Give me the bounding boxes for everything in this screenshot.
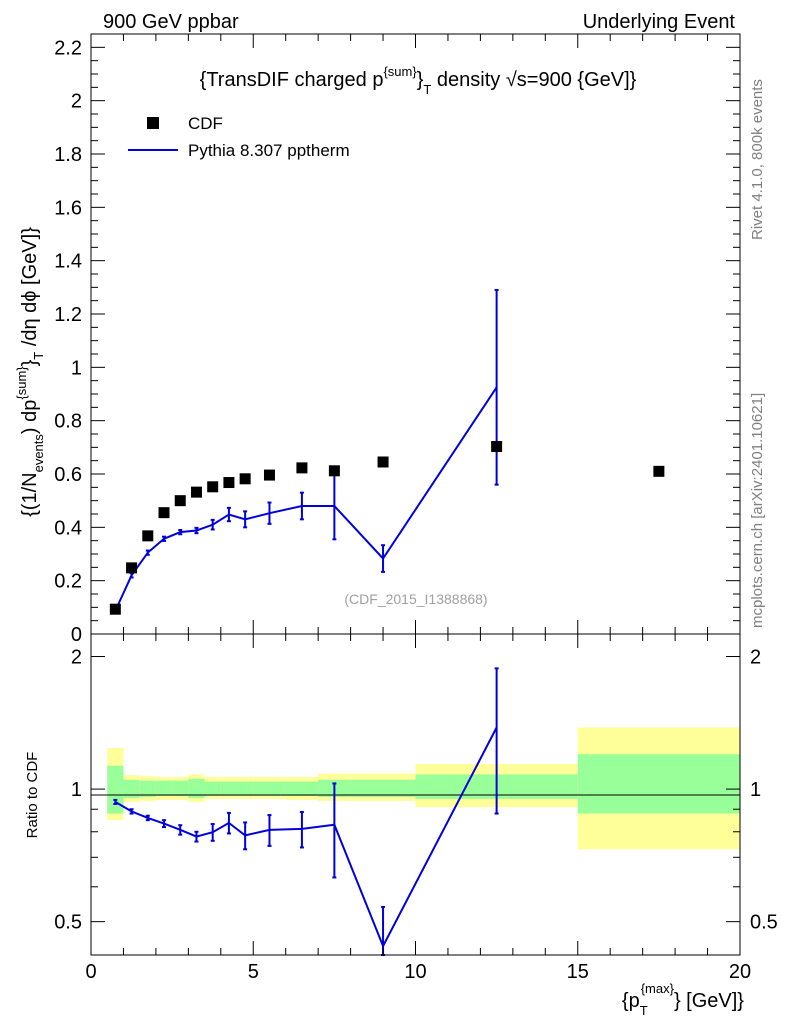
x-tick-label: 20	[729, 961, 751, 983]
uncertainty-band-green	[155, 780, 173, 796]
main-y-tick-label: 1	[71, 357, 82, 379]
main-y-tick-label: 1.6	[54, 197, 82, 219]
ratio-y-tick-label: 2	[71, 647, 82, 669]
uncertainty-band-green	[204, 781, 221, 796]
header-right: Underlying Event	[583, 11, 736, 33]
cdf-data-point	[190, 486, 202, 498]
ratio-line	[114, 727, 498, 949]
uncertainty-band-green	[139, 780, 156, 797]
cdf-data-point	[142, 530, 154, 542]
x-tick-label: 5	[248, 961, 259, 983]
cdf-data-point	[239, 473, 251, 485]
y-axis-ratio-label: Ratio to CDF	[24, 752, 41, 839]
cdf-data-point	[174, 495, 186, 507]
cdf-data-point	[126, 562, 138, 574]
main-y-tick-label: 2.2	[54, 37, 82, 59]
cdf-data-point	[653, 465, 665, 477]
legend-cdf-marker	[147, 117, 159, 129]
mcplots-label: mcplots.cern.ch [arXiv:2401.10621]	[749, 393, 766, 628]
cdf-data-point	[296, 462, 308, 474]
main-y-tick-label: 1.4	[54, 251, 82, 273]
cdf-data-point	[158, 507, 170, 519]
legend-cdf-label: CDF	[188, 114, 223, 133]
cdf-data-point	[491, 441, 503, 453]
uncertainty-band-green	[107, 765, 124, 814]
uncertainty-band-green	[285, 781, 319, 796]
uncertainty-band-green	[577, 754, 740, 814]
header-left: 900 GeV ppbar	[103, 11, 239, 33]
ratio-ticks: 0 5 10 15 20 0.5 0.5 1 1 2 2	[54, 634, 778, 983]
ratio-y-tick-label-right: 1	[750, 779, 761, 801]
x-tick-label: 15	[567, 961, 589, 983]
cdf-data-point	[328, 465, 340, 477]
cdf-data-point	[377, 456, 389, 468]
main-y-tick-label: 0.4	[54, 517, 82, 539]
legend: CDF Pythia 8.307 pptherm	[128, 114, 350, 160]
x-tick-label: 10	[404, 961, 426, 983]
main-y-tick-label: 1.8	[54, 144, 82, 166]
main-y-tick-label: 1.2	[54, 304, 82, 326]
x-tick-label: 0	[85, 961, 96, 983]
y-axis-main-label: {(1/Nevents) dp{sum}}T /dη dϕ [GeV]}	[14, 227, 46, 517]
ratio-data-layer	[113, 667, 499, 956]
main-y-tick-label: 0.8	[54, 411, 82, 433]
ratio-y-tick-label: 0.5	[54, 912, 82, 934]
rivet-label: Rivet 4.1.0, 800k events	[749, 79, 766, 240]
uncertainty-band-green	[172, 780, 189, 796]
main-y-tick-label: 0.6	[54, 464, 82, 486]
uncertainty-band-green	[350, 779, 416, 797]
ratio-y-tick-label-right: 0.5	[750, 912, 778, 934]
uncertainty-band-green	[188, 778, 205, 798]
uncertainty-band-green	[220, 781, 254, 796]
legend-pythia-label: Pythia 8.307 pptherm	[188, 141, 350, 160]
analysis-watermark: (CDF_2015_I1388868)	[344, 591, 487, 607]
main-data-layer	[109, 289, 665, 615]
cdf-data-point	[109, 603, 121, 615]
main-ticks: 0 0.2 0.4 0.6 0.8 1 1.2 1.4 1.6 1.8 2 2.2	[54, 34, 741, 646]
pythia-line	[114, 386, 498, 612]
ratio-y-tick-label-right: 2	[750, 647, 761, 669]
cdf-data-point	[263, 469, 275, 481]
ratio-y-tick-label: 1	[71, 779, 82, 801]
main-panel: 0 0.2 0.4 0.6 0.8 1 1.2 1.4 1.6 1.8 2 2.2	[54, 33, 741, 646]
main-y-tick-label: 2	[71, 91, 82, 113]
ratio-bands	[107, 727, 740, 850]
ratio-panel: 0 5 10 15 20 0.5 0.5 1 1 2 2	[54, 633, 778, 983]
x-axis-label: {pT{max}} [GeV]}	[622, 981, 744, 1018]
cdf-data-point	[223, 477, 235, 489]
main-y-tick-label: 0.2	[54, 571, 82, 593]
main-y-tick-label: 0	[71, 624, 82, 646]
cdf-data-point	[207, 481, 219, 493]
uncertainty-band-green	[123, 779, 140, 798]
plot-title: {TransDIF charged p{sum}}T density √s=90…	[200, 64, 637, 97]
uncertainty-band-green	[253, 781, 286, 796]
